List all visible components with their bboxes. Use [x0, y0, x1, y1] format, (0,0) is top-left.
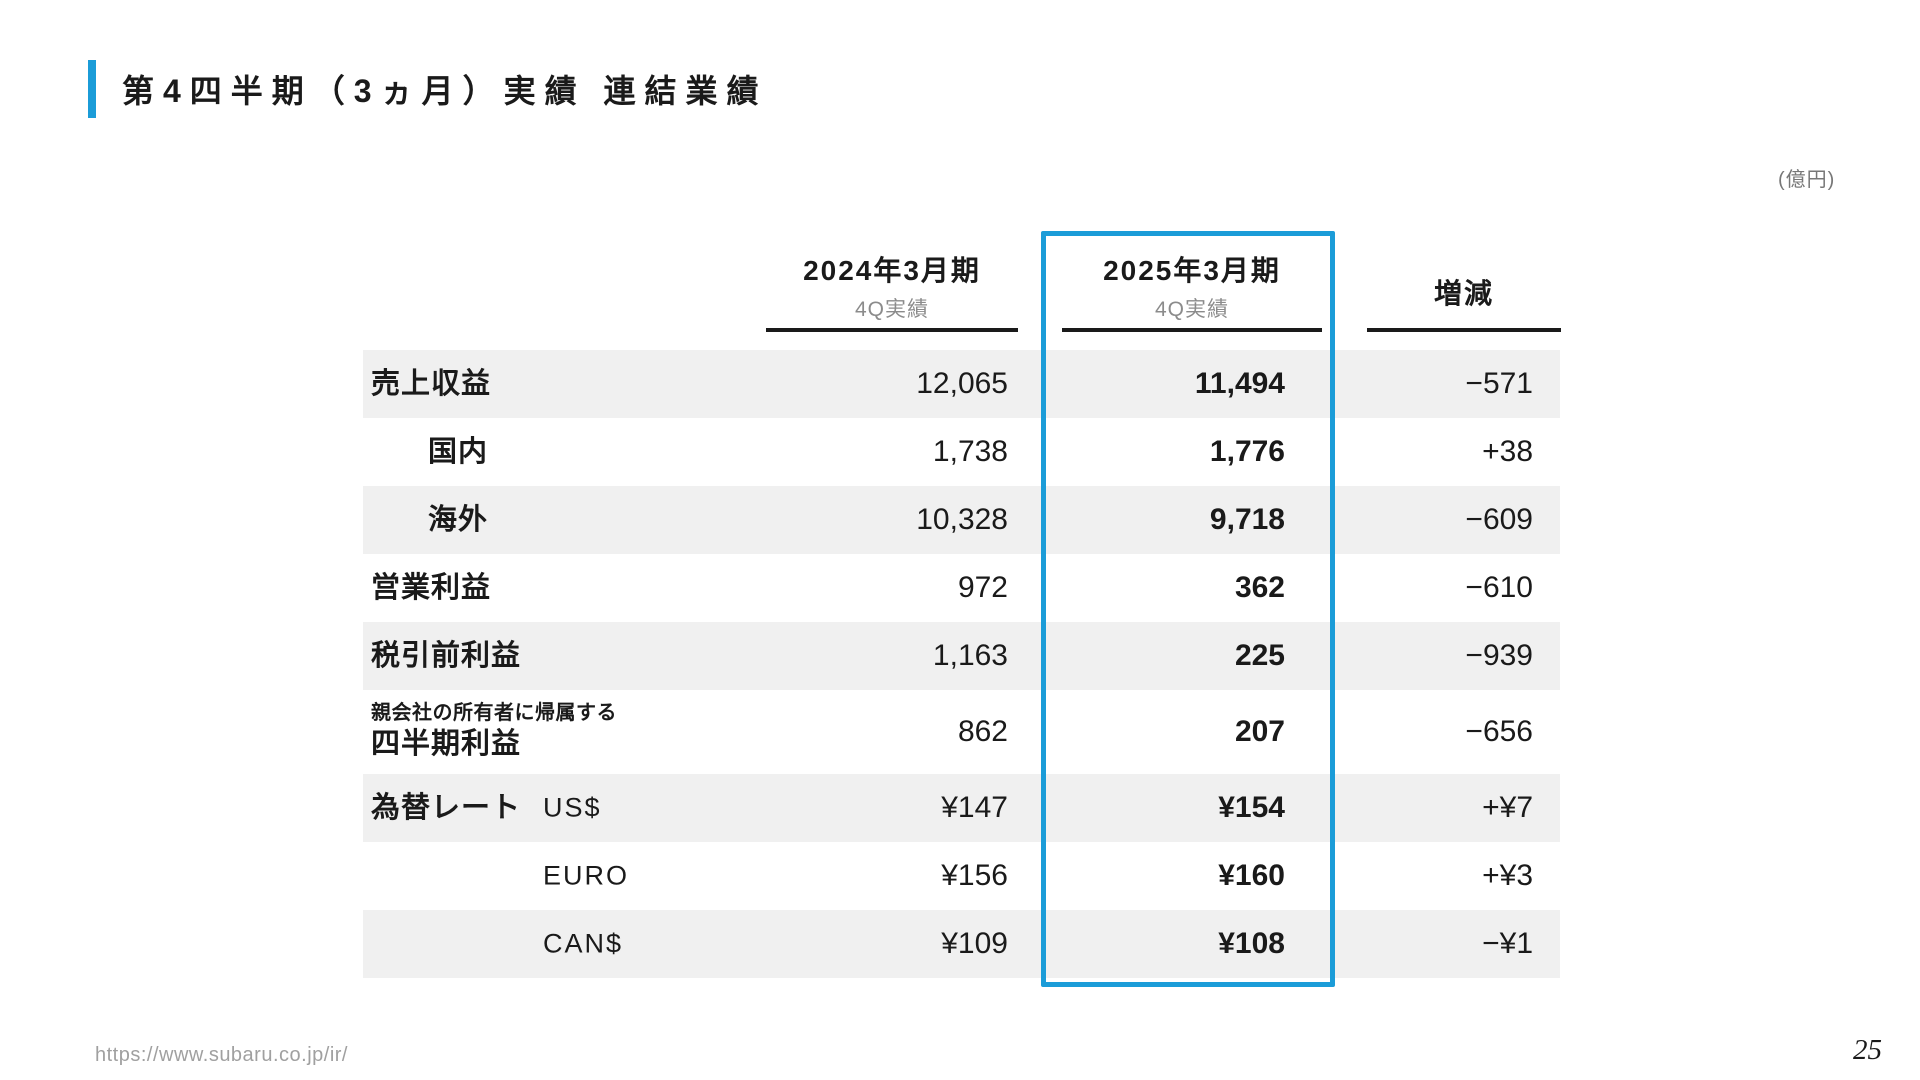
row-currency-label: US$ — [543, 792, 602, 823]
row-label: 為替レート — [371, 791, 522, 824]
table-row: CAN$ ¥109 ¥108 −¥1 — [363, 910, 1560, 978]
row-label: 海外 — [428, 503, 489, 536]
cell-fy2024-value: 1,163 — [932, 639, 1008, 672]
row-currency-label: CAN$ — [543, 928, 624, 959]
cell-fy2025-value: ¥108 — [1218, 927, 1285, 960]
row-label: 四半期利益 — [371, 728, 522, 761]
row-label-cell: 国内 — [363, 434, 663, 470]
cell-fy2025-value: 9,718 — [1209, 503, 1285, 536]
table-row: 営業利益 972 362 −610 — [363, 554, 1560, 622]
row-label-stack: 営業利益 — [371, 570, 663, 606]
cell-diff-value: −656 — [1465, 715, 1533, 748]
footer-url: https://www.subaru.co.jp/ir/ — [95, 1044, 348, 1066]
row-label-stack: 親会社の所有者に帰属する 四半期利益 — [371, 701, 663, 762]
row-currency-label: EURO — [543, 860, 630, 891]
cell-fy2025-value: 1,776 — [1209, 435, 1285, 468]
row-label: 営業利益 — [371, 571, 492, 604]
cell-diff-value: +¥3 — [1482, 859, 1533, 892]
cell-fy2025-value: ¥154 — [1218, 791, 1285, 824]
row-label-stack: 為替レート — [371, 790, 663, 826]
cell-diff-value: +¥7 — [1482, 791, 1533, 824]
row-label-cell: 海外 — [363, 502, 663, 538]
row-label-stack: 税引前利益 — [371, 638, 663, 674]
cell-fy2024-value: 972 — [957, 571, 1008, 604]
row-label-small: 親会社の所有者に帰属する — [371, 702, 617, 725]
row-label-cell: 税引前利益 — [363, 638, 663, 674]
table-row: 税引前利益 1,163 225 −939 — [363, 622, 1560, 690]
column-header-diff: 増減 — [1367, 236, 1561, 332]
row-label-stack: 海外 — [371, 502, 663, 538]
cell-fy2024-value: ¥156 — [941, 859, 1008, 892]
row-label-cell: 親会社の所有者に帰属する 四半期利益 — [363, 701, 663, 762]
unit-note: (億円) — [1778, 169, 1836, 191]
table-row: EURO ¥156 ¥160 +¥3 — [363, 842, 1560, 910]
page-number: 25 — [1853, 1034, 1882, 1066]
column-header-fy2024-label: 2024年3月期 — [803, 255, 981, 286]
column-header-fy2024: 2024年3月期 4Q実績 — [766, 236, 1018, 332]
row-label-cell: 営業利益 — [363, 570, 663, 606]
row-label-cell: 売上収益 — [363, 366, 663, 402]
cell-fy2024-value: ¥147 — [941, 791, 1008, 824]
table-row: 為替レート US$ ¥147 ¥154 +¥7 — [363, 774, 1560, 842]
row-label: 売上収益 — [371, 367, 492, 400]
table-row: 国内 1,738 1,776 +38 — [363, 418, 1560, 486]
cell-fy2025-value: 225 — [1234, 639, 1285, 672]
cell-diff-value: −609 — [1465, 503, 1533, 536]
row-label-stack: 売上収益 — [371, 366, 663, 402]
cell-fy2025-value: 362 — [1234, 571, 1285, 604]
cell-fy2024-value: ¥109 — [941, 927, 1008, 960]
cell-fy2025-value: 207 — [1234, 715, 1285, 748]
table-row: 海外 10,328 9,718 −609 — [363, 486, 1560, 554]
page-title: 第4四半期（3ヵ月）実績 連結業績 — [122, 73, 768, 109]
column-header-fy2024-sublabel: 4Q実績 — [854, 298, 929, 321]
row-label-cell: 為替レート US$ — [363, 790, 663, 826]
cell-fy2024-value: 862 — [957, 715, 1008, 748]
row-label: 税引前利益 — [371, 639, 522, 672]
cell-diff-value: −610 — [1465, 571, 1533, 604]
cell-fy2025-value: 11,494 — [1194, 367, 1285, 400]
cell-diff-value: −¥1 — [1482, 927, 1533, 960]
column-header-fy2025: 2025年3月期 4Q実績 — [1062, 236, 1322, 332]
row-label: 国内 — [428, 435, 489, 468]
cell-fy2024-value: 10,328 — [916, 503, 1008, 536]
column-header-fy2025-label: 2025年3月期 — [1103, 255, 1281, 286]
cell-fy2024-value: 1,738 — [932, 435, 1008, 468]
cell-fy2025-value: ¥160 — [1218, 859, 1285, 892]
table-row: 売上収益 12,065 11,494 −571 — [363, 350, 1560, 418]
column-header-diff-label: 増減 — [1433, 278, 1494, 309]
cell-diff-value: −939 — [1465, 639, 1533, 672]
table-row: 親会社の所有者に帰属する 四半期利益 862 207 −656 — [363, 690, 1560, 774]
column-header-fy2025-sublabel: 4Q実績 — [1154, 298, 1229, 321]
cell-diff-value: +38 — [1482, 435, 1533, 468]
cell-fy2024-value: 12,065 — [916, 367, 1008, 400]
cell-diff-value: −571 — [1465, 367, 1533, 400]
results-table-body: 売上収益 12,065 11,494 −571 国内 1,738 1,776 +… — [363, 350, 1560, 978]
row-label-stack: 国内 — [371, 434, 663, 470]
title-accent-bar — [88, 60, 96, 118]
title-block: 第4四半期（3ヵ月）実績 連結業績 — [88, 60, 768, 118]
